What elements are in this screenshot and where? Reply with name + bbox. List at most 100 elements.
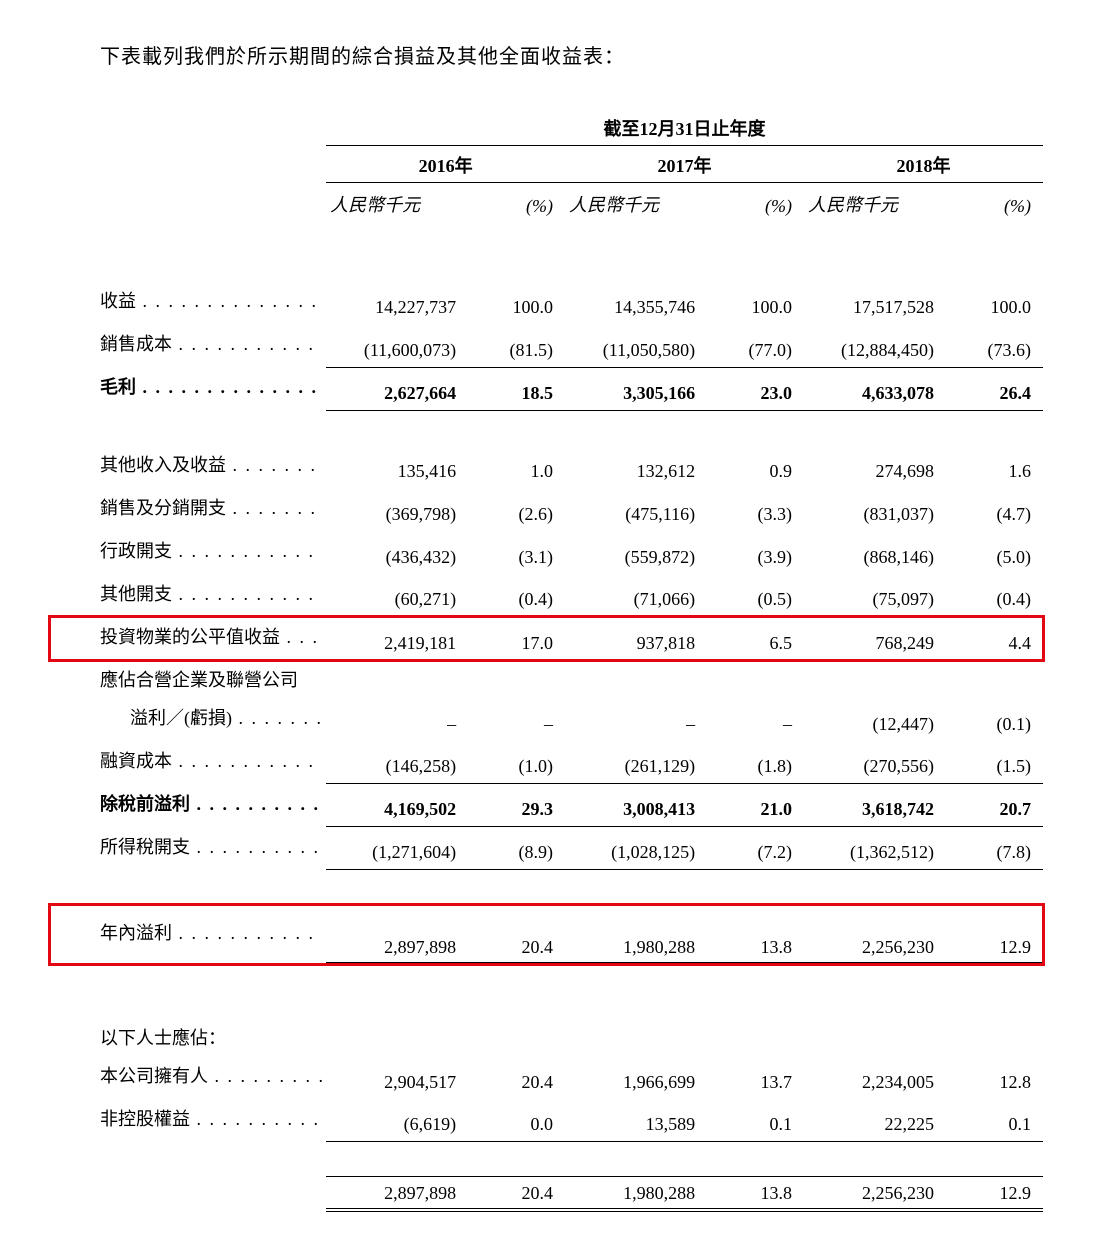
cell: (3.3) [703, 488, 804, 531]
cell: (0.4) [942, 574, 1043, 617]
cell: 13.7 [703, 1056, 804, 1099]
row-jv-label: 應佔合營企業及聯營公司 [50, 660, 1043, 698]
cell: 100.0 [942, 281, 1043, 324]
header-row-years: 2016年 2017年 2018年 [50, 146, 1043, 183]
cell: (1,028,125) [565, 827, 703, 870]
cell: (12,447) [804, 698, 942, 741]
cell: 1,966,699 [565, 1056, 703, 1099]
col-pct-2017: (%) [703, 183, 804, 248]
row-cogs: 銷售成本 (11,600,073) (81.5) (11,050,580) (7… [50, 324, 1043, 367]
label-cogs: 銷售成本 [100, 334, 172, 354]
label-tax: 所得稅開支 [100, 837, 190, 857]
label-profit: 年內溢利 [100, 923, 172, 943]
cell: (868,146) [804, 531, 942, 574]
cell: (11,600,073) [326, 324, 464, 367]
label-jv2: 溢利／(虧損) [130, 708, 232, 728]
cell: 0.1 [703, 1099, 804, 1142]
cell: (1.0) [464, 741, 565, 784]
label-attrib: 以下人士應佔： [50, 1018, 1043, 1056]
cell: – [565, 698, 703, 741]
cell: (77.0) [703, 324, 804, 367]
cell: (261,129) [565, 741, 703, 784]
cell: (270,556) [804, 741, 942, 784]
cell: 12.9 [942, 1177, 1043, 1211]
cell: (369,798) [326, 488, 464, 531]
col-amount-2016: 人民幣千元 [326, 183, 464, 248]
cell: (71,066) [565, 574, 703, 617]
cell: 3,618,742 [804, 784, 942, 827]
row-finance-cost: 融資成本 (146,258) (1.0) (261,129) (1.8) (27… [50, 741, 1043, 784]
cell: 12.9 [942, 905, 1043, 964]
cell: 2,627,664 [326, 367, 464, 410]
cell: 1,980,288 [565, 905, 703, 964]
cell: (5.0) [942, 531, 1043, 574]
cell: 0.0 [464, 1099, 565, 1142]
year-header-2016: 2016年 [326, 146, 565, 183]
cell: (475,116) [565, 488, 703, 531]
cell: 2,234,005 [804, 1056, 942, 1099]
cell: 12.8 [942, 1056, 1043, 1099]
cell: 14,227,737 [326, 281, 464, 324]
cell: 20.4 [464, 905, 565, 964]
cell: (75,097) [804, 574, 942, 617]
year-header-2018: 2018年 [804, 146, 1043, 183]
cell: 20.4 [464, 1177, 565, 1211]
cell: (6,619) [326, 1099, 464, 1142]
row-selling: 銷售及分銷開支 (369,798) (2.6) (475,116) (3.3) … [50, 488, 1043, 531]
cell: (146,258) [326, 741, 464, 784]
cell: (0.4) [464, 574, 565, 617]
label-revenue: 收益 [100, 291, 136, 311]
label-owners: 本公司擁有人 [100, 1066, 208, 1086]
cell: 2,904,517 [326, 1056, 464, 1099]
cell: 2,256,230 [804, 905, 942, 964]
cell: 2,419,181 [326, 617, 464, 660]
label-selling: 銷售及分銷開支 [100, 498, 226, 518]
cell: 6.5 [703, 617, 804, 660]
col-pct-2018: (%) [942, 183, 1043, 248]
header-row-super: 截至12月31日止年度 [50, 109, 1043, 146]
cell: 1.0 [464, 445, 565, 488]
row-jv: 溢利／(虧損) – – – – (12,447) (0.1) [50, 698, 1043, 741]
super-header: 截至12月31日止年度 [326, 109, 1043, 146]
intro-text: 下表載列我們於所示期間的綜合損益及其他全面收益表： [100, 40, 1043, 69]
cell: (81.5) [464, 324, 565, 367]
label-nci: 非控股權益 [100, 1109, 190, 1129]
row-other-income: 其他收入及收益 135,416 1.0 132,612 0.9 274,698 … [50, 445, 1043, 488]
cell: (3.1) [464, 531, 565, 574]
cell: (3.9) [703, 531, 804, 574]
income-statement-table: 截至12月31日止年度 2016年 2017年 2018年 人民幣千元 (%) … [50, 109, 1043, 1212]
cell: (559,872) [565, 531, 703, 574]
cell: 1,980,288 [565, 1177, 703, 1211]
cell: (8.9) [464, 827, 565, 870]
cell: 29.3 [464, 784, 565, 827]
col-amount-2017: 人民幣千元 [565, 183, 703, 248]
label-other-income: 其他收入及收益 [100, 455, 226, 475]
cell: 2,897,898 [326, 1177, 464, 1211]
row-profit-year: 年內溢利 2,897,898 20.4 1,980,288 13.8 2,256… [50, 905, 1043, 964]
year-header-2017: 2017年 [565, 146, 804, 183]
cell: 17.0 [464, 617, 565, 660]
cell: (60,271) [326, 574, 464, 617]
cell: (831,037) [804, 488, 942, 531]
row-owners: 本公司擁有人 2,904,517 20.4 1,966,699 13.7 2,2… [50, 1056, 1043, 1099]
cell: 17,517,528 [804, 281, 942, 324]
cell: 0.9 [703, 445, 804, 488]
row-admin: 行政開支 (436,432) (3.1) (559,872) (3.9) (86… [50, 531, 1043, 574]
cell: (1.5) [942, 741, 1043, 784]
cell: (7.8) [942, 827, 1043, 870]
cell: 18.5 [464, 367, 565, 410]
row-nci: 非控股權益 (6,619) 0.0 13,589 0.1 22,225 0.1 [50, 1099, 1043, 1142]
cell: (1,362,512) [804, 827, 942, 870]
cell: 26.4 [942, 367, 1043, 410]
row-total-final: 2,897,898 20.4 1,980,288 13.8 2,256,230 … [50, 1177, 1043, 1211]
cell: 768,249 [804, 617, 942, 660]
cell: (0.1) [942, 698, 1043, 741]
cell: 13,589 [565, 1099, 703, 1142]
cell: (11,050,580) [565, 324, 703, 367]
row-attributable-header: 以下人士應佔： [50, 1018, 1043, 1056]
row-fv-gain: 投資物業的公平值收益 2,419,181 17.0 937,818 6.5 76… [50, 617, 1043, 660]
label-fv-gain: 投資物業的公平值收益 [100, 627, 280, 647]
cell: 132,612 [565, 445, 703, 488]
cell: 100.0 [464, 281, 565, 324]
cell: – [464, 698, 565, 741]
